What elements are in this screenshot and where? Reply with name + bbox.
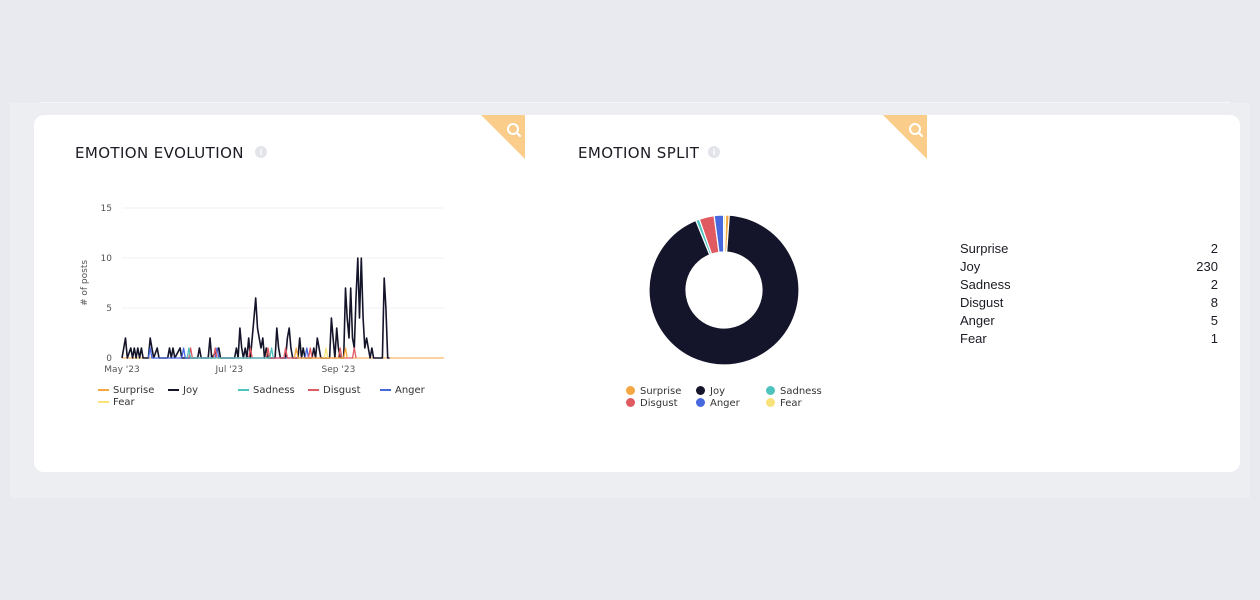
split-info-icon[interactable]: i [708, 146, 720, 158]
emotion-name: Anger [960, 313, 995, 328]
emotion-evolution-chart: 0 5 10 15 May '23 Jul '23 Sep '23 # of posts [80, 204, 444, 375]
legend-label: Disgust [323, 385, 361, 396]
emotion-split-donut [648, 214, 800, 366]
legend-item-disgust[interactable]: Disgust [308, 385, 361, 396]
evolution-zoom-button[interactable] [481, 115, 525, 159]
legend-item-fear[interactable]: Fear [98, 397, 135, 408]
emotion-count-row: Sadness 2 [960, 276, 1218, 294]
legend-dot [696, 385, 705, 395]
magnifier-icon [507, 123, 522, 138]
legend-label: Fear [113, 397, 135, 408]
emotion-count: 5 [1210, 313, 1218, 328]
emotion-split-title: EMOTION SPLIT [578, 144, 700, 162]
emotion-name: Fear [960, 331, 987, 346]
emotion-count-row: Surprise 2 [960, 240, 1218, 258]
emotion-count-row: Joy 230 [960, 258, 1218, 276]
emotion-count-row: Fear 1 [960, 330, 1218, 348]
emotion-count: 2 [1210, 241, 1218, 256]
legend-item-anger[interactable]: Anger [696, 397, 740, 409]
legend-swatch [168, 389, 179, 391]
legend-label: Surprise [640, 386, 682, 397]
y-axis-label: # of posts [80, 260, 90, 306]
evolution-zoom-tab [481, 115, 525, 159]
emotion-name: Surprise [960, 241, 1009, 256]
legend-label: Sadness [780, 386, 822, 397]
legend-item-joy[interactable]: Joy [696, 385, 725, 397]
magnifier-icon [909, 123, 924, 138]
series-line-disgust [188, 347, 357, 359]
y-tick-label: 5 [106, 304, 112, 314]
emotion-count-row: Disgust 8 [960, 294, 1218, 312]
legend-swatch [98, 401, 109, 403]
legend-item-disgust[interactable]: Disgust [626, 397, 678, 409]
donut-slices [648, 214, 800, 366]
legend-dot [766, 397, 775, 407]
donut-slice-joy[interactable] [648, 214, 800, 366]
x-tick-labels: May '23 Jul '23 Sep '23 [104, 365, 355, 375]
donut-slice-fear[interactable] [722, 214, 727, 253]
x-tick-label: Jul '23 [215, 365, 244, 375]
legend-label: Sadness [253, 385, 295, 396]
split-zoom-tab [883, 115, 927, 159]
x-tick-label: Sep '23 [322, 365, 356, 375]
legend-swatch [380, 389, 391, 391]
legend-swatch [308, 389, 319, 391]
series-lines [121, 257, 444, 359]
emotion-card: EMOTION EVOLUTION i 0 5 10 15 May '23 Jul '2… [34, 115, 1240, 472]
y-tick-labels: 0 5 10 15 [101, 204, 113, 364]
emotion-count: 1 [1210, 331, 1218, 346]
series-line-surprise [293, 347, 348, 359]
legend-swatch [98, 389, 109, 391]
legend-item-sadness[interactable]: Sadness [238, 385, 295, 396]
top-divider [40, 102, 1230, 103]
legend-dot [766, 385, 775, 395]
legend-swatch [238, 389, 249, 391]
emotion-count: 230 [1196, 259, 1218, 274]
evolution-legend: Surprise Joy Sadness Disgust Anger Fear [98, 385, 478, 415]
emotion-count: 8 [1210, 295, 1218, 310]
legend-label: Anger [395, 385, 425, 396]
emotion-count-table: Surprise 2 Joy 230 Sadness 2 Disgust 8 Anger 5 Fea… [960, 240, 1218, 348]
legend-item-sadness[interactable]: Sadness [766, 385, 822, 397]
legend-dot [626, 385, 635, 395]
legend-item-joy[interactable]: Joy [168, 385, 198, 396]
legend-item-surprise[interactable]: Surprise [626, 385, 682, 397]
x-tick-label: May '23 [104, 365, 139, 375]
y-tick-label: 10 [101, 254, 113, 264]
legend-item-fear[interactable]: Fear [766, 397, 802, 409]
legend-item-surprise[interactable]: Surprise [98, 385, 154, 396]
split-zoom-button[interactable] [883, 115, 927, 159]
y-tick-label: 0 [106, 354, 112, 364]
emotion-count: 2 [1210, 277, 1218, 292]
legend-label: Disgust [640, 398, 678, 409]
evolution-info-icon[interactable]: i [255, 146, 267, 158]
legend-label: Anger [710, 398, 740, 409]
emotion-name: Joy [960, 259, 981, 274]
legend-item-anger[interactable]: Anger [380, 385, 425, 396]
emotion-count-row: Anger 5 [960, 312, 1218, 330]
emotion-name: Sadness [960, 277, 1011, 292]
series-line-sadness [186, 347, 274, 359]
legend-dot [696, 397, 705, 407]
legend-label: Surprise [113, 385, 155, 396]
emotion-name: Disgust [960, 295, 1004, 310]
y-gridlines [122, 207, 444, 359]
series-line-fear [323, 347, 329, 359]
legend-label: Joy [710, 386, 725, 397]
legend-label: Joy [183, 385, 198, 396]
emotion-evolution-title: EMOTION EVOLUTION [75, 144, 244, 162]
legend-dot [626, 397, 635, 407]
split-legend: Surprise Joy Sadness Disgust Anger Fear [626, 385, 856, 416]
y-tick-label: 15 [101, 204, 112, 214]
legend-label: Fear [780, 398, 802, 409]
